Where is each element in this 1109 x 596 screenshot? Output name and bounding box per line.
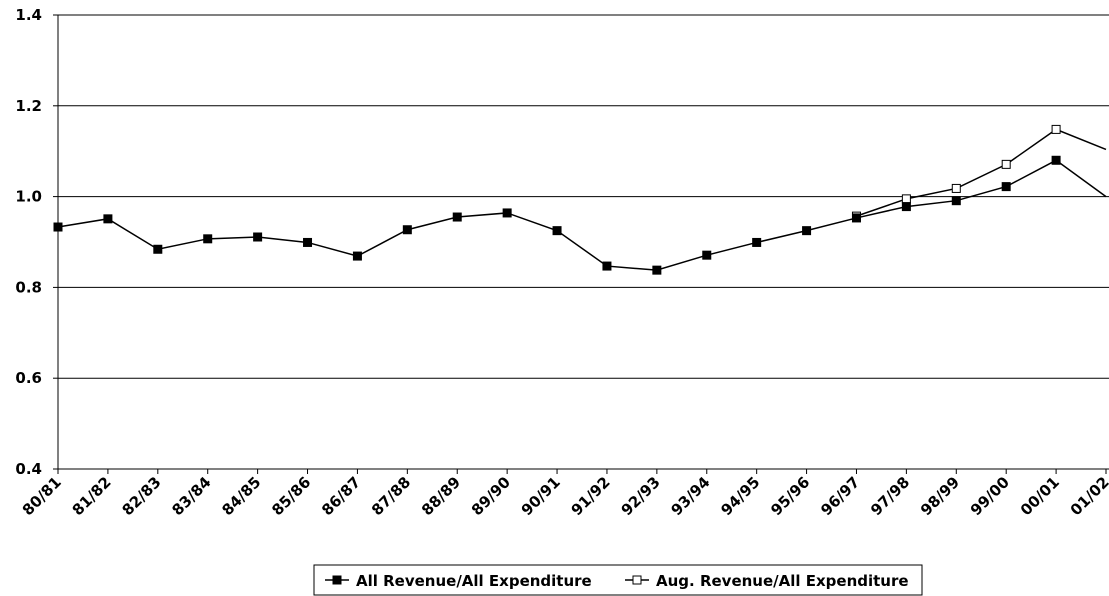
data-point-filled <box>352 251 362 261</box>
x-tick-label: 81/82 <box>69 473 115 519</box>
data-point-filled <box>652 265 662 275</box>
data-point-filled <box>851 213 861 223</box>
y-axis-ticks: 0.4 0.6 0.8 1.0 1.2 1.4 <box>15 6 58 478</box>
x-tick-label: 85/86 <box>268 473 314 519</box>
x-tick-label: 89/90 <box>468 473 514 519</box>
y-tick-label: 0.8 <box>15 278 42 296</box>
data-point-filled <box>153 244 163 254</box>
legend-marker-filled-square <box>332 575 342 585</box>
x-tick-label: 94/95 <box>717 473 763 519</box>
series-group <box>53 124 1107 275</box>
data-point-filled <box>1051 155 1061 165</box>
x-tick-label: 00/01 <box>1017 473 1063 519</box>
data-point-filled <box>402 225 412 235</box>
x-tick-label: 95/96 <box>767 473 813 519</box>
x-tick-label: 91/92 <box>568 473 614 519</box>
data-point-filled <box>502 208 512 218</box>
legend: All Revenue/All Expenditure Aug. Revenue… <box>313 564 923 596</box>
x-tick-label: 82/83 <box>119 473 165 519</box>
series-line <box>57 159 1107 271</box>
x-tick-label: 83/84 <box>168 473 214 519</box>
x-tick-label: 86/87 <box>318 473 364 519</box>
x-tick-label: 87/88 <box>368 473 414 519</box>
series-line <box>856 128 1107 217</box>
x-tick-label: 97/98 <box>867 473 913 519</box>
x-tick-label: 90/91 <box>518 473 564 519</box>
x-tick-label: 99/00 <box>967 473 1013 519</box>
x-tick-label: 88/89 <box>418 473 464 519</box>
data-point-filled <box>253 232 263 242</box>
data-point-open <box>901 194 911 204</box>
data-point-filled <box>203 234 213 244</box>
legend-item-aug-revenue: Aug. Revenue/All Expenditure <box>625 572 909 590</box>
legend-label-all-revenue: All Revenue/All Expenditure <box>356 572 592 590</box>
y-tick-label: 1.0 <box>15 188 42 206</box>
y-tick-label: 1.2 <box>15 97 42 115</box>
legend-item-all-revenue: All Revenue/All Expenditure <box>325 572 592 590</box>
data-point-open <box>1001 159 1011 169</box>
data-point-open <box>1051 124 1061 134</box>
data-point-filled <box>901 202 911 212</box>
data-point-filled <box>552 226 562 236</box>
data-point-filled <box>602 261 612 271</box>
y-tick-label: 1.4 <box>15 6 42 24</box>
x-tick-label: 93/94 <box>667 473 713 519</box>
grid-lines <box>58 14 1109 379</box>
legend-marker-open-square <box>632 575 642 585</box>
data-point-filled <box>452 212 462 222</box>
legend-label-aug-revenue: Aug. Revenue/All Expenditure <box>656 572 909 590</box>
x-axis-ticks: 80/81 81/82 82/83 83/84 84/85 85/86 86/87 87/88… <box>19 469 1109 519</box>
data-point-filled <box>303 237 313 247</box>
data-point-filled <box>1001 182 1011 192</box>
data-point-filled <box>103 214 113 224</box>
data-point-filled <box>802 226 812 236</box>
x-tick-label: 84/85 <box>218 473 264 519</box>
data-point-filled <box>53 222 63 232</box>
data-point-filled <box>951 196 961 206</box>
x-tick-label: 98/99 <box>917 473 963 519</box>
x-tick-label: 96/97 <box>817 473 863 519</box>
x-tick-label: 92/93 <box>618 473 664 519</box>
legend-box <box>313 564 923 596</box>
data-point-open <box>951 183 961 193</box>
y-tick-label: 0.4 <box>15 460 42 478</box>
axes <box>57 15 1109 470</box>
y-tick-label: 0.6 <box>15 369 42 387</box>
x-tick-label: 80/81 <box>19 473 65 519</box>
data-point-filled <box>752 237 762 247</box>
data-point-filled <box>702 250 712 260</box>
x-tick-label: 01/02 <box>1067 473 1109 519</box>
